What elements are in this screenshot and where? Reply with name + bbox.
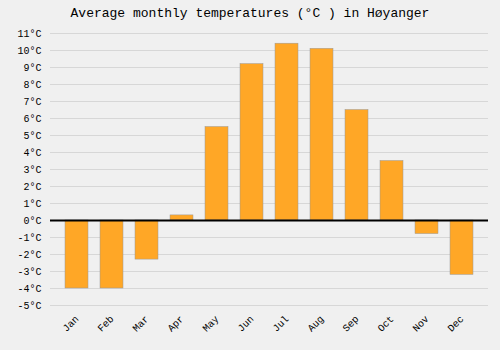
svg-text:11°C: 11°C xyxy=(17,29,41,40)
svg-text:Mar: Mar xyxy=(131,314,152,335)
svg-text:6°C: 6°C xyxy=(23,114,41,125)
svg-text:Nov: Nov xyxy=(411,314,432,335)
svg-text:4°C: 4°C xyxy=(23,148,41,159)
svg-text:1°C: 1°C xyxy=(23,199,41,210)
svg-text:5°C: 5°C xyxy=(23,131,41,142)
svg-text:Feb: Feb xyxy=(96,314,117,335)
svg-text:Apr: Apr xyxy=(166,314,187,335)
svg-text:Aug: Aug xyxy=(306,314,327,335)
svg-text:Dec: Dec xyxy=(446,314,467,335)
svg-text:-2°C: -2°C xyxy=(17,250,41,261)
svg-text:2°C: 2°C xyxy=(23,182,41,193)
svg-text:-5°C: -5°C xyxy=(17,301,41,312)
svg-text:May: May xyxy=(201,314,222,335)
svg-text:3°C: 3°C xyxy=(23,165,41,176)
svg-text:Jun: Jun xyxy=(236,314,257,335)
svg-text:8°C: 8°C xyxy=(23,80,41,91)
svg-text:Jan: Jan xyxy=(61,314,82,335)
svg-text:-3°C: -3°C xyxy=(17,267,41,278)
svg-text:Jul: Jul xyxy=(271,314,292,335)
svg-text:0°C: 0°C xyxy=(23,216,41,227)
svg-text:7°C: 7°C xyxy=(23,97,41,108)
svg-text:-4°C: -4°C xyxy=(17,284,41,295)
html-text:Average monthly temperatures (: Average monthly temperatures (°C ) in Hø… xyxy=(70,6,430,21)
svg-text:9°C: 9°C xyxy=(23,63,41,74)
svg-text:Oct: Oct xyxy=(376,314,397,335)
svg-text:-1°C: -1°C xyxy=(17,233,41,244)
svg-text:10°C: 10°C xyxy=(17,46,41,57)
svg-text:Sep: Sep xyxy=(341,314,362,335)
